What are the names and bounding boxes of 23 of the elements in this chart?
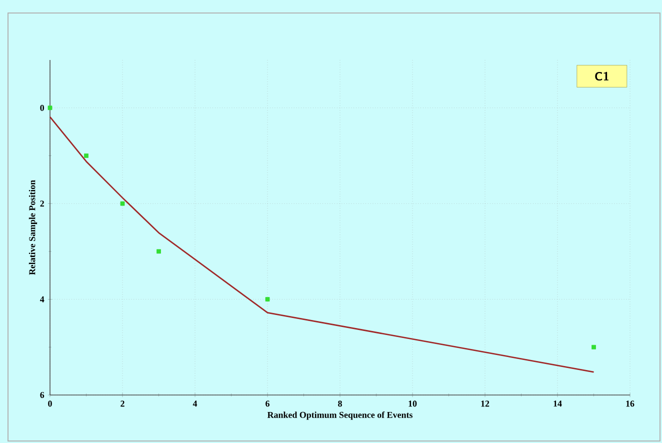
- x-tick-label: 6: [266, 400, 270, 407]
- point: [48, 106, 52, 110]
- y-tick-label: 4: [40, 296, 44, 302]
- point: [120, 201, 125, 206]
- x-tick-label: 16: [626, 400, 634, 407]
- annotation: C1: [595, 72, 608, 81]
- x-tick-label: 4: [192, 400, 198, 407]
- x-axis-title: Ranked Optimum Sequence of Events: [267, 412, 413, 420]
- x-tick-label: 10: [408, 400, 417, 407]
- y-tick-label: 6: [40, 392, 44, 398]
- point: [84, 154, 88, 158]
- line-series: [49, 116, 594, 373]
- x-tick-label: 2: [120, 400, 124, 407]
- x-tick-label: 12: [481, 400, 490, 407]
- y-tick-label: 0: [40, 104, 44, 111]
- x-tick-label: 8: [338, 400, 342, 407]
- x-tick-label: 14: [554, 400, 562, 407]
- point: [592, 344, 596, 350]
- x-tick-label: 0: [48, 400, 52, 407]
- y-axis-title: Relative Sample Position: [28, 180, 38, 275]
- point: [156, 249, 161, 254]
- y-tick-label: 2: [40, 200, 44, 207]
- point: [265, 297, 270, 302]
